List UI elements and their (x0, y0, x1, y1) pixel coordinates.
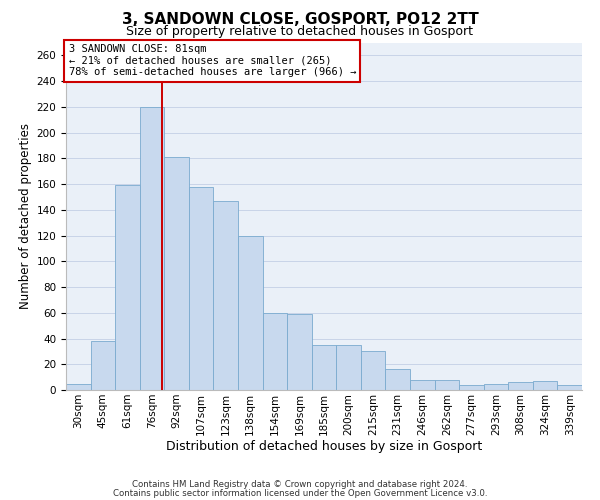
Text: 3, SANDOWN CLOSE, GOSPORT, PO12 2TT: 3, SANDOWN CLOSE, GOSPORT, PO12 2TT (122, 12, 478, 28)
Bar (164, 157, 189, 390)
Text: Contains HM Land Registry data © Crown copyright and database right 2024.: Contains HM Land Registry data © Crown c… (132, 480, 468, 489)
Bar (287, 314, 312, 390)
Bar (263, 313, 287, 390)
Bar (140, 107, 164, 390)
Bar (238, 236, 263, 390)
Bar (336, 345, 361, 390)
Bar (410, 380, 434, 390)
Bar (459, 385, 484, 390)
Bar (66, 384, 91, 390)
Bar (385, 370, 410, 390)
Bar (91, 341, 115, 390)
Bar (484, 384, 508, 390)
Bar (214, 201, 238, 390)
X-axis label: Distribution of detached houses by size in Gosport: Distribution of detached houses by size … (166, 440, 482, 454)
Text: Contains public sector information licensed under the Open Government Licence v3: Contains public sector information licen… (113, 488, 487, 498)
Y-axis label: Number of detached properties: Number of detached properties (19, 123, 32, 309)
Bar (115, 186, 140, 390)
Bar (557, 385, 582, 390)
Text: 3 SANDOWN CLOSE: 81sqm
← 21% of detached houses are smaller (265)
78% of semi-de: 3 SANDOWN CLOSE: 81sqm ← 21% of detached… (68, 44, 356, 78)
Bar (312, 345, 336, 390)
Bar (533, 381, 557, 390)
Bar (189, 186, 214, 390)
Bar (434, 380, 459, 390)
Bar (361, 352, 385, 390)
Bar (508, 382, 533, 390)
Text: Size of property relative to detached houses in Gosport: Size of property relative to detached ho… (127, 25, 473, 38)
